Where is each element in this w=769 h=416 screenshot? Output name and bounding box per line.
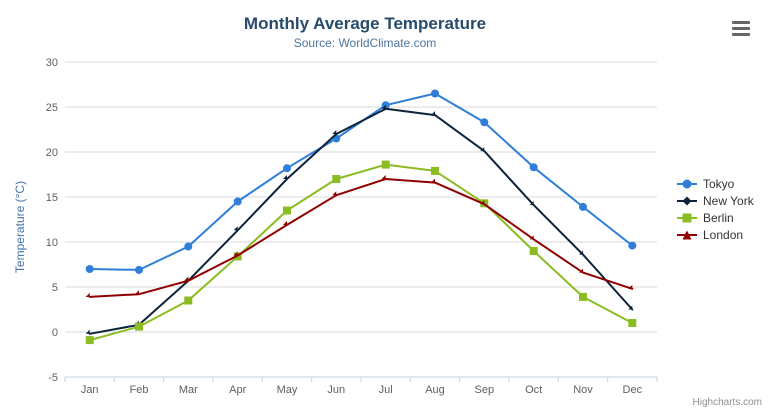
y-axis-label: 10 [46, 237, 58, 249]
legend-item-berlin[interactable]: Berlin [676, 210, 754, 226]
legend-label: New York [703, 194, 754, 208]
chart-title: Monthly Average Temperature [243, 14, 487, 33]
legend-label: Tokyo [703, 177, 735, 191]
x-axis-label: Mar [179, 384, 198, 396]
export-menu-button[interactable] [732, 21, 750, 36]
series-tokyo[interactable] [85, 89, 637, 274]
x-axis-label: Jun [327, 384, 345, 396]
legend-item-new-york[interactable]: New York [676, 193, 754, 209]
y-axis-label: 20 [46, 147, 58, 159]
new-york-series-marker-icon [677, 196, 697, 206]
series-london[interactable] [85, 175, 634, 298]
chart-subtitle: Source: WorldClimate.com [293, 36, 437, 50]
y-axis-label: 5 [52, 282, 58, 294]
x-axis-label: Nov [573, 384, 593, 396]
x-axis-label: Feb [130, 384, 149, 396]
x-axis-label: Aug [425, 384, 445, 396]
y-axis-label: 15 [46, 192, 58, 204]
x-axis-label: Oct [525, 384, 542, 396]
x-axis-label: May [277, 384, 298, 396]
legend-label: London [703, 228, 744, 242]
series-new-york[interactable] [85, 104, 634, 335]
credits-link[interactable]: Highcharts.com [692, 397, 762, 408]
y-axis-label: -5 [48, 372, 58, 384]
legend-item-london[interactable]: London [676, 227, 754, 243]
legend: Tokyo New York Berlin London [676, 176, 754, 244]
hamburger-icon [732, 33, 750, 36]
legend-item-tokyo[interactable]: Tokyo [676, 176, 754, 192]
x-axis-label: Apr [229, 384, 246, 396]
x-axis-label: Dec [623, 384, 643, 396]
legend-label: Berlin [703, 211, 734, 225]
london-series-marker-icon [677, 230, 697, 240]
y-axis-label: 25 [46, 102, 58, 114]
x-axis-label: Sep [475, 384, 495, 396]
y-axis-label: 0 [52, 327, 58, 339]
x-axis-label: Jul [379, 384, 393, 396]
hamburger-icon [732, 27, 750, 30]
tokyo-series-marker-icon [677, 179, 697, 189]
berlin-series-marker-icon [677, 213, 697, 223]
y-axis-label: 30 [46, 57, 58, 69]
x-axis-label: Jan [81, 384, 99, 396]
hamburger-icon [732, 21, 750, 24]
